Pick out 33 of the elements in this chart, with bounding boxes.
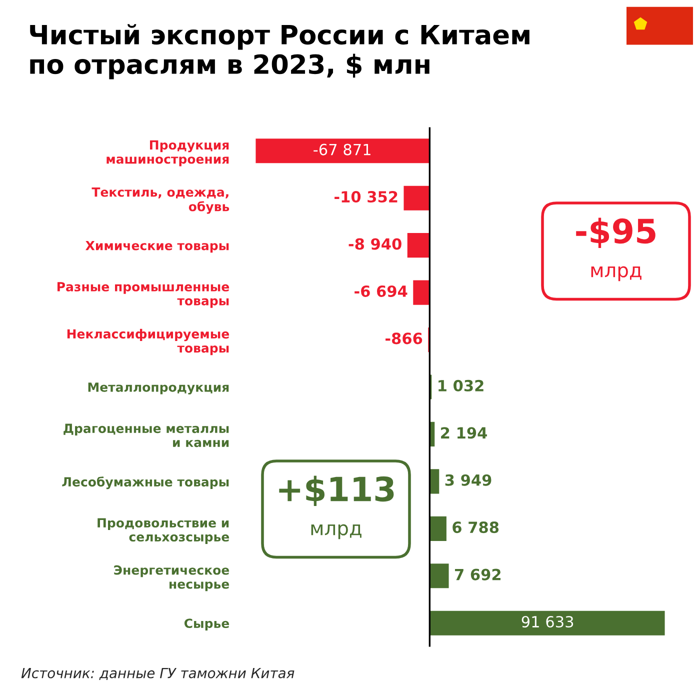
data-label: -866 [386,332,422,344]
y-tick-label: Текстиль, одежда, обувь [92,187,230,214]
annotation: -$95 млрд [576,218,656,282]
data-label: 91 633 [522,616,574,628]
y-tick-label: Химические товары [86,240,229,253]
data-label: 7 692 [455,568,500,580]
y-tick-label: Продовольствие и сельхозсырье [98,518,230,544]
y-tick-label: Разные промышленные товары [57,282,230,308]
y-tick-label: Сырье [184,618,230,630]
data-label: 3 949 [445,474,492,486]
text: Источник: данные ГУ таможни Китая [21,668,294,680]
data-label: -8 940 [348,238,402,250]
bar [428,514,448,542]
bar [254,137,430,165]
data-label: -67 871 [314,144,370,156]
bar [402,184,430,212]
data-label: 2 194 [441,427,487,439]
y-tick-label: Неклассифицируемые товары [67,328,230,356]
data-label: 1 032 [438,380,484,392]
data-label: -6 694 [354,285,408,297]
y-tick-label: Драгоценные металлы и камни [64,424,229,448]
y-tick-label: Металлопродукция [88,382,229,394]
data-label: -10 352 [334,190,398,203]
y-tick-label: Энергетическое несырье [114,565,230,592]
y-tick-label: Продукция машиностроения [106,140,229,166]
y-tick-label: Лесобумажные товары [62,476,229,490]
bar [428,562,450,590]
annotation: +$113 млрд [279,476,394,540]
bar [406,232,430,260]
bar [428,609,666,637]
chart-title: Чистый экспорт России с Китаем по отраслям в 2023, $ млн [30,24,530,80]
bar [412,278,430,306]
data-label: 6 788 [452,522,499,534]
